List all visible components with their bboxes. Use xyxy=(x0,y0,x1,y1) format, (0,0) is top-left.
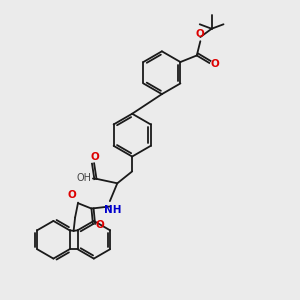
Text: NH: NH xyxy=(104,205,122,215)
Text: O: O xyxy=(195,29,204,39)
Text: O: O xyxy=(210,59,219,69)
Text: O: O xyxy=(90,152,99,162)
Text: O: O xyxy=(95,220,104,230)
Text: OH: OH xyxy=(76,173,91,183)
Text: O: O xyxy=(68,190,76,200)
